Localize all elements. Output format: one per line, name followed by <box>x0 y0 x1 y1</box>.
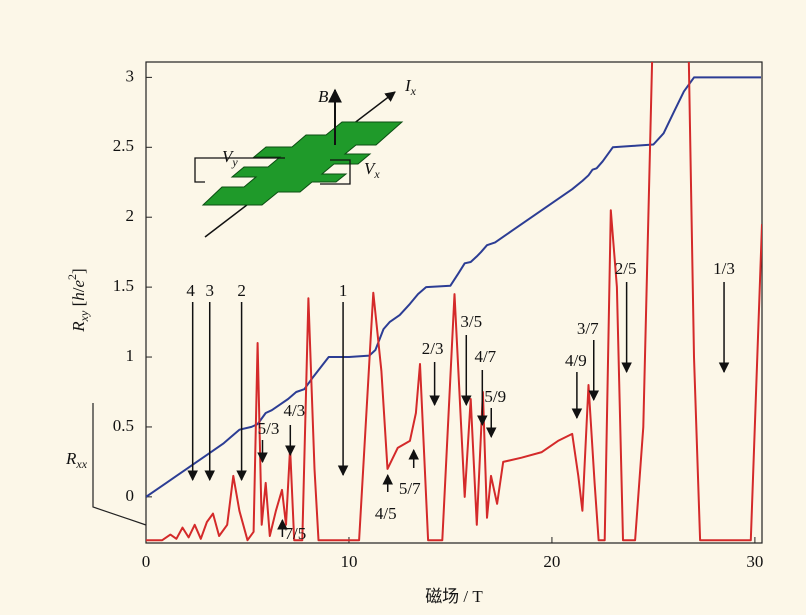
inset-vx: Vx <box>364 159 380 181</box>
annotation-label: 2 <box>237 281 246 300</box>
annotation-label: 4 <box>186 281 195 300</box>
rxx-label-sub: xx <box>75 457 87 471</box>
inset-vx-main: V <box>364 159 377 178</box>
y-label-part: [ <box>69 300 88 310</box>
annotation-label: 4/7 <box>474 347 496 366</box>
y-label-part: / <box>69 287 88 292</box>
y-axis-label: Rxy [h/e2] <box>65 268 91 332</box>
vx-lead <box>320 159 351 185</box>
inset-vy: Vy <box>222 147 238 169</box>
plot-frame <box>145 61 763 544</box>
inset-i-sub: x <box>410 84 417 98</box>
annotation-label: 5/7 <box>399 479 421 498</box>
rxx-label: Rxx <box>65 449 88 471</box>
annotation-label: 5/9 <box>484 387 506 406</box>
annotation-label: 3/5 <box>460 312 482 331</box>
data-line <box>146 76 761 498</box>
annotation-label: 2/3 <box>422 339 444 358</box>
annotation-label: 3/7 <box>577 319 599 338</box>
y-label-part: xy <box>77 310 91 322</box>
annotation-label: 1/3 <box>713 259 735 278</box>
inset-b: B <box>318 87 329 106</box>
y-label-part: 2 <box>65 274 79 280</box>
y-tick-label: 2 <box>126 206 135 225</box>
y-label-part: R <box>69 321 88 333</box>
annotation-label: 4/5 <box>375 504 397 523</box>
y-tick-label: 1 <box>126 346 135 365</box>
x-tick-label: 30 <box>746 552 763 571</box>
rxx-bracket <box>92 403 147 526</box>
y-tick-label: 0 <box>126 486 135 505</box>
y-tick-label: 3 <box>126 66 135 85</box>
annotation-label: 4/9 <box>565 351 587 370</box>
annotation-label: 3 <box>205 281 214 300</box>
y-label-part: h <box>69 292 88 301</box>
inset-i-main: I <box>404 76 412 95</box>
data-line <box>146 62 762 542</box>
y-tick-label: 2.5 <box>113 136 134 155</box>
hall-bar <box>201 121 404 206</box>
annotation-label: 1 <box>339 281 348 300</box>
inset-vx-sub: x <box>373 167 380 181</box>
rxx-label-main: R <box>65 449 77 468</box>
x-tick-label: 10 <box>340 552 357 571</box>
inset-i: Ix <box>404 76 417 98</box>
annotation-label: 2/5 <box>615 259 637 278</box>
annotation-label: 5/3 <box>258 419 280 438</box>
annotation-label: 4/3 <box>283 401 305 420</box>
plot-lines <box>146 62 762 542</box>
vy-lead <box>194 157 285 183</box>
y-tick-label: 0.5 <box>113 416 134 435</box>
inset-device: B Ix Vy Vx <box>194 76 417 238</box>
x-tick-label: 0 <box>142 552 151 571</box>
inset-vy-main: V <box>222 147 235 166</box>
y-label-part: e <box>69 280 88 288</box>
y-label-part: ] <box>69 268 88 274</box>
annotation-label: 7/5 <box>285 524 307 543</box>
inset-vy-sub: y <box>231 155 238 169</box>
x-axis-label: 磁场 / T <box>425 587 483 606</box>
y-tick-label: 1.5 <box>113 276 134 295</box>
x-tick-label: 20 <box>543 552 560 571</box>
